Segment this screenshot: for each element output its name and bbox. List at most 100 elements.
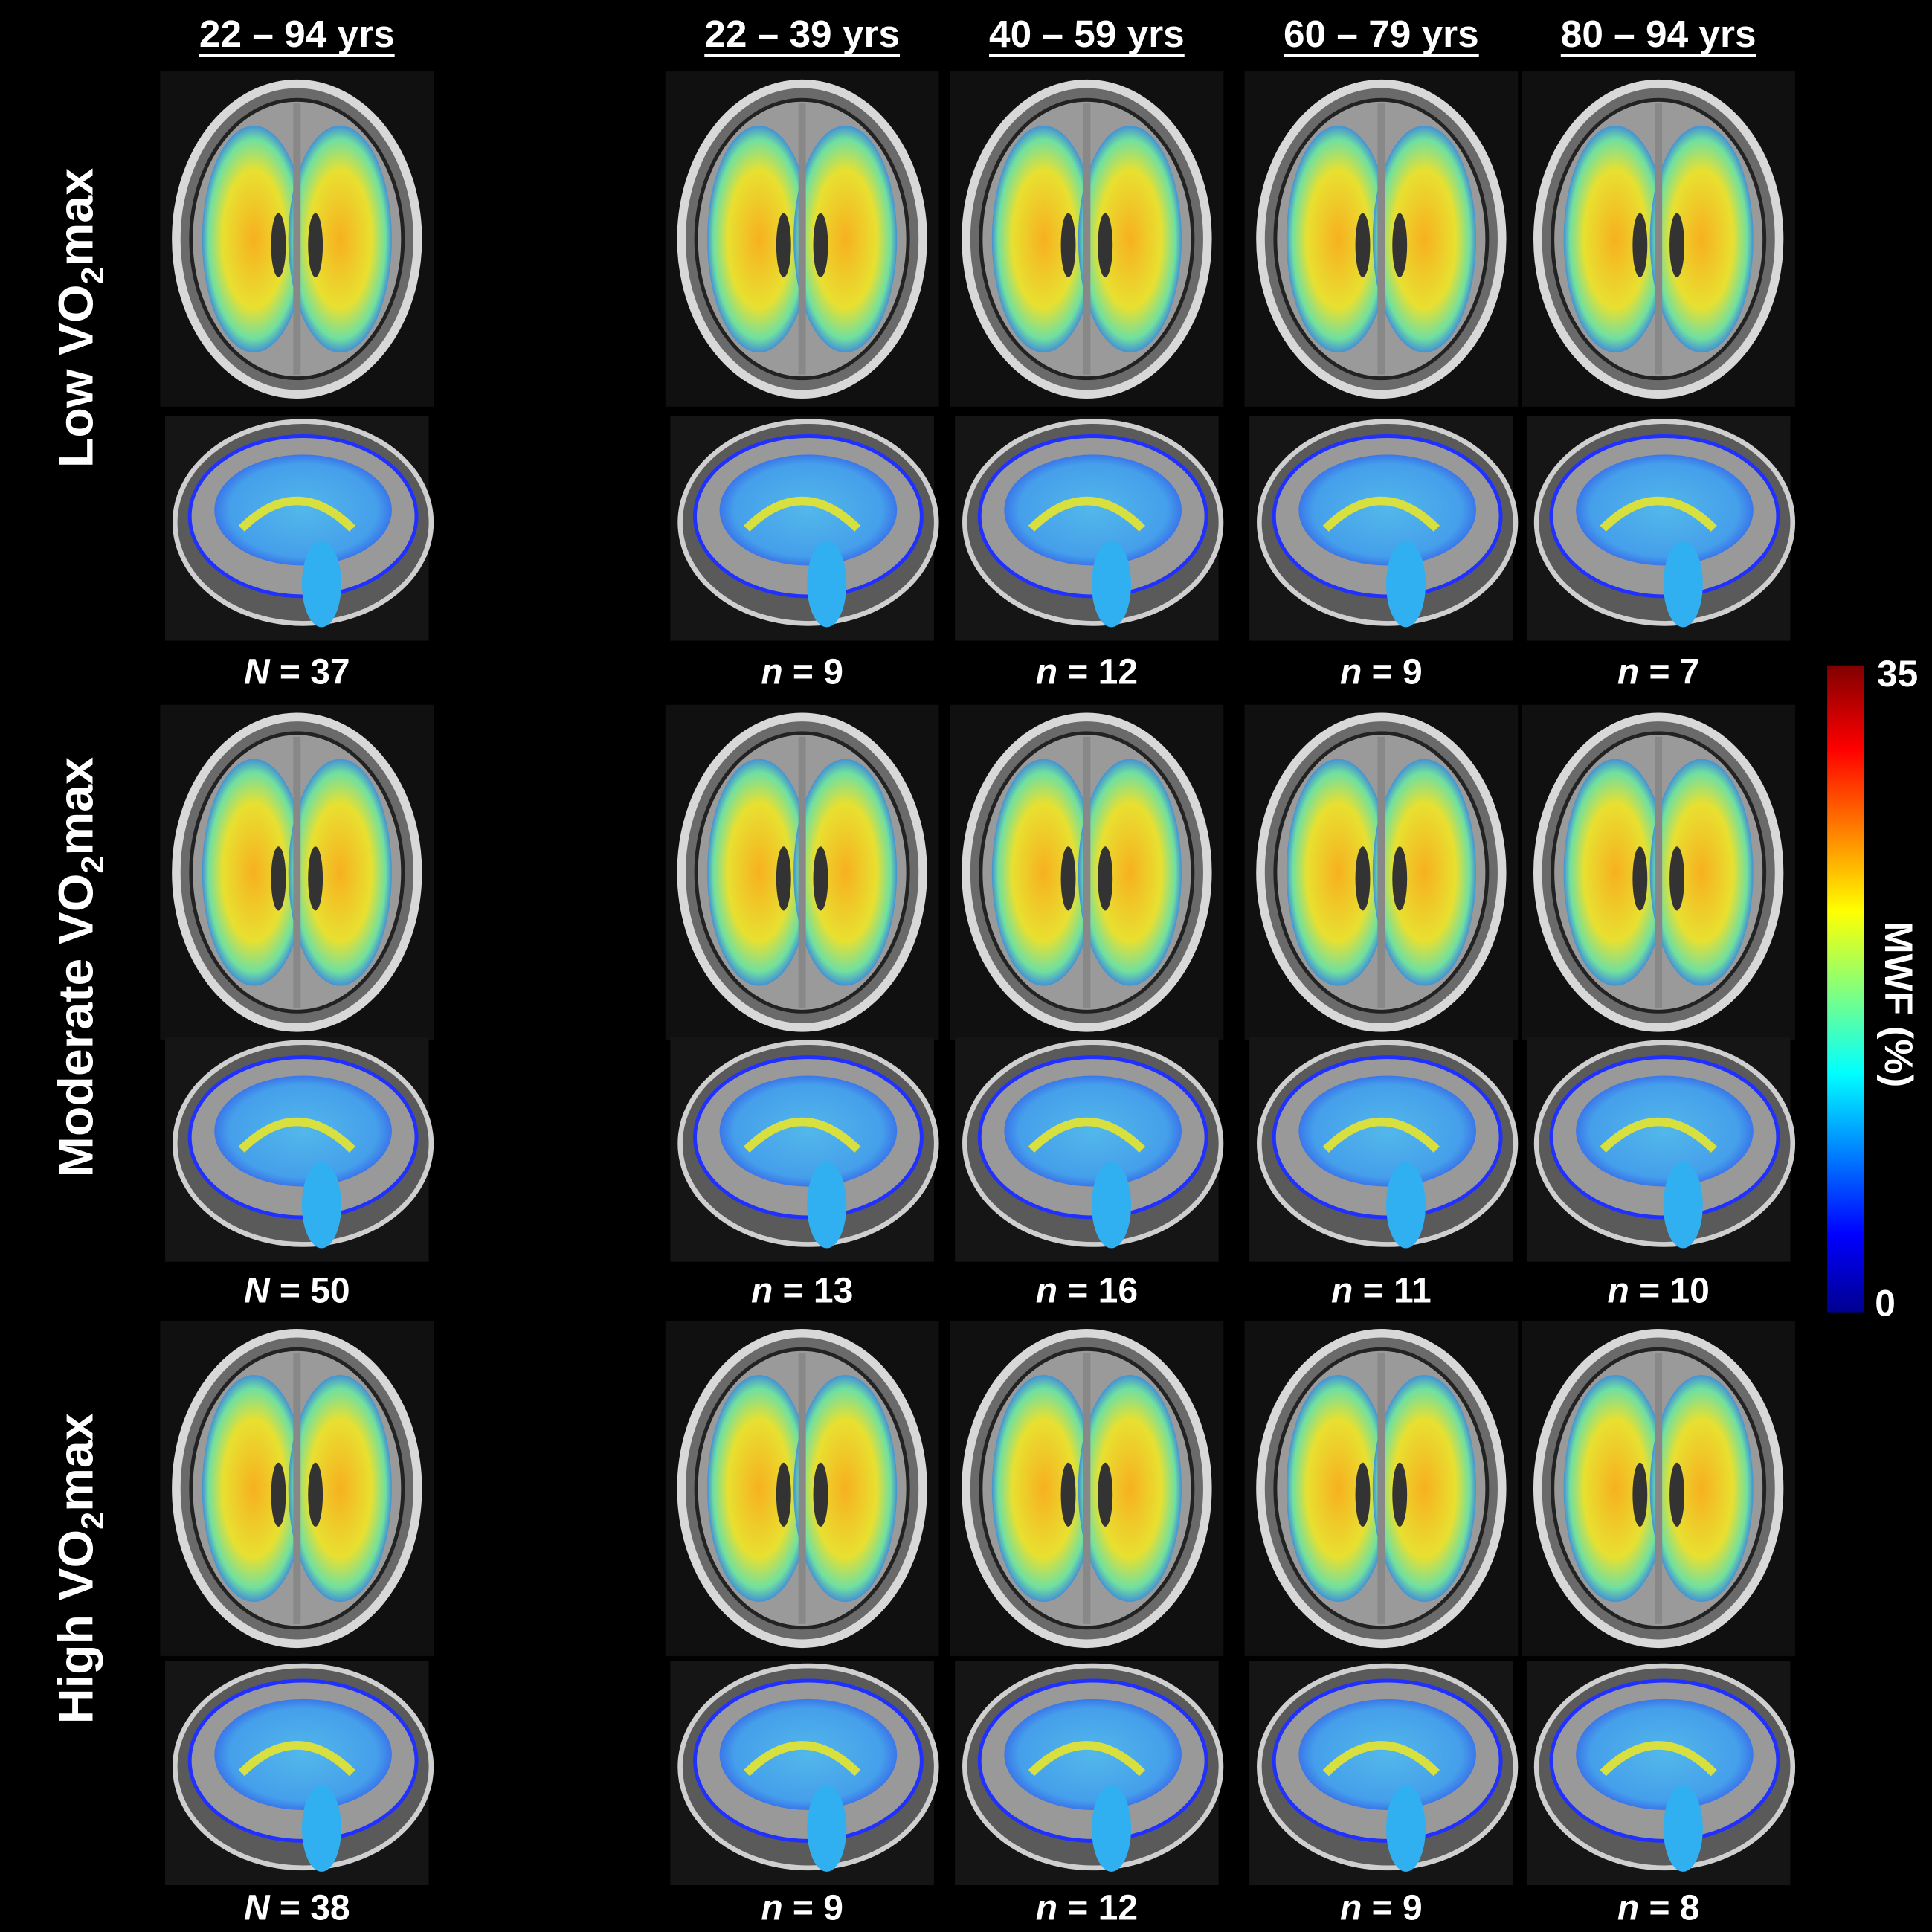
ventricle-left: [776, 846, 791, 911]
white-matter: [1298, 454, 1476, 566]
ventricle-right: [1098, 213, 1113, 277]
ventricle-left: [271, 1462, 286, 1527]
axial-slice: [665, 1321, 939, 1656]
sagittal-slice: [955, 1661, 1224, 1886]
row-label-subscript: 2: [75, 1512, 111, 1530]
midline: [1083, 736, 1091, 1008]
ventricle-left: [1632, 1462, 1648, 1527]
axial-slice: [665, 704, 939, 1040]
sample-value: 11: [1394, 1271, 1432, 1310]
white-matter: [1298, 1698, 1476, 1810]
brainstem: [1663, 1162, 1703, 1249]
white-matter: [214, 454, 392, 566]
axial-slice: [950, 71, 1224, 407]
ventricle-right: [813, 846, 828, 911]
sagittal-slice: [1526, 416, 1796, 641]
sample-size: n = 10: [1607, 1271, 1709, 1310]
midline: [798, 103, 806, 375]
axial-slice: [160, 704, 434, 1040]
sample-symbol: n: [1036, 1888, 1057, 1928]
ventricle-right: [308, 213, 323, 277]
corpus-callosum: [1322, 1741, 1440, 1777]
midline: [1377, 1353, 1385, 1624]
corpus-callosum: [238, 496, 355, 532]
row-label-text: max: [48, 1413, 103, 1512]
midline: [1655, 1353, 1663, 1624]
brainstem: [1663, 541, 1703, 628]
row-label-text: Low VO: [48, 284, 103, 468]
white-matter-left: [1286, 1375, 1390, 1602]
sample-size: n = 8: [1617, 1888, 1700, 1928]
sample-symbol: n: [1036, 1271, 1057, 1310]
white-matter-left: [1563, 1375, 1667, 1602]
white-matter-left: [202, 126, 306, 352]
white-matter-right: [1649, 126, 1754, 352]
ventricle-right: [813, 213, 828, 277]
sample-value: 9: [1403, 1888, 1423, 1928]
ventricle-left: [776, 1462, 791, 1527]
axial-slice: [665, 71, 939, 407]
brainstem: [1385, 1785, 1426, 1872]
white-matter-left: [991, 759, 1095, 986]
white-matter-right: [1372, 759, 1476, 986]
sample-value: 38: [310, 1888, 350, 1928]
brainstem: [301, 1785, 341, 1872]
sample-size: n = 9: [1340, 653, 1423, 692]
sample-size: n = 13: [751, 1271, 853, 1310]
ventricle-left: [1355, 213, 1371, 277]
white-matter-left: [202, 1375, 306, 1602]
midline: [1083, 1353, 1091, 1624]
corpus-callosum: [1322, 1117, 1440, 1153]
sample-value: 16: [1098, 1271, 1138, 1310]
ventricle-right: [813, 1462, 828, 1527]
ventricle-left: [1060, 846, 1076, 911]
brainstem: [1385, 541, 1426, 628]
brainstem: [1092, 1785, 1132, 1872]
sample-equals: =: [1363, 1271, 1384, 1310]
white-matter: [1576, 454, 1754, 566]
sample-symbol: n: [1340, 1888, 1362, 1928]
axial-slice: [1522, 1321, 1796, 1656]
ventricle-right: [1392, 213, 1408, 277]
colorbar-max: 35: [1877, 653, 1918, 695]
sample-equals: =: [783, 1271, 804, 1310]
sample-size: n = 16: [1036, 1271, 1138, 1310]
brainstem: [301, 1162, 341, 1249]
sample-equals: =: [793, 1888, 814, 1928]
sample-size: n = 12: [1036, 1888, 1138, 1928]
brainstem: [1663, 1785, 1703, 1872]
white-matter-left: [991, 126, 1095, 352]
white-matter-right: [1078, 126, 1182, 352]
ventricle-right: [1098, 1462, 1113, 1527]
sample-equals: =: [280, 653, 300, 692]
corpus-callosum: [743, 1117, 861, 1153]
brainstem: [1092, 541, 1132, 628]
corpus-callosum: [1028, 496, 1146, 532]
sample-value: 7: [1680, 653, 1700, 692]
midline: [293, 1353, 301, 1624]
white-matter-right: [1078, 759, 1182, 986]
sagittal-slice: [1249, 416, 1519, 641]
sample-equals: =: [1649, 653, 1669, 692]
white-matter: [1004, 454, 1182, 566]
sample-symbol: n: [751, 1271, 773, 1310]
sagittal-slice: [165, 1661, 434, 1886]
ventricle-left: [776, 213, 791, 277]
sample-equals: =: [1372, 653, 1393, 692]
row-label: Low VO2max: [48, 168, 111, 468]
sagittal-slice: [1249, 1037, 1519, 1262]
column-header: 80 – 94 yrs: [1561, 13, 1756, 55]
brainstem: [301, 541, 341, 628]
sample-value: 13: [814, 1271, 853, 1310]
white-matter: [1576, 1698, 1754, 1810]
ventricle-right: [1392, 1462, 1408, 1527]
sample-value: 9: [823, 653, 843, 692]
midline: [798, 1353, 806, 1624]
white-matter: [1298, 1075, 1476, 1187]
white-matter-right: [288, 126, 392, 352]
corpus-callosum: [238, 1741, 355, 1777]
sample-size: N = 50: [244, 1271, 350, 1310]
white-matter-left: [202, 759, 306, 986]
white-matter-right: [1649, 759, 1754, 986]
